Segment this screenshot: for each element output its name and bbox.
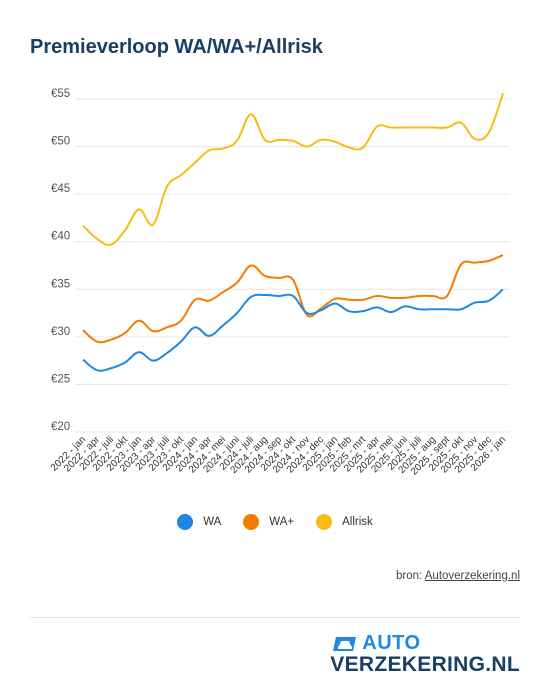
series-line-wa	[82, 288, 504, 372]
chart-legend: WA WA+ Allrisk	[0, 514, 550, 530]
legend-swatch	[177, 514, 194, 530]
logo-text-verzekering: VERZEKERING.NL	[330, 653, 520, 676]
series-line-allrisk	[82, 92, 504, 246]
logo-text-auto: AUTO	[362, 632, 421, 654]
y-tick-label: €25	[51, 373, 70, 385]
legend-label: WA	[203, 516, 222, 528]
y-tick-label: €40	[51, 231, 70, 243]
series-line-wa-plus	[82, 254, 504, 344]
y-tick-label: €45	[51, 183, 70, 195]
series-lines	[82, 92, 504, 372]
y-tick-label: €30	[51, 326, 70, 338]
source-note: bron: Autoverzekering.nl	[396, 570, 520, 582]
brand-logo[interactable]: AUTO VERZEKERING.NL	[330, 632, 520, 677]
source-prefix: bron:	[395, 570, 425, 582]
legend-item-allrisk[interactable]: Allrisk	[316, 514, 373, 530]
chart-title: Premieverloop WA/WA+/Allrisk	[30, 36, 323, 58]
legend-item-wa-plus[interactable]: WA+	[243, 514, 294, 530]
y-axis-ticks: €20 €25 €30 €35 €40 €45 €50 €55	[51, 88, 70, 433]
legend-swatch	[316, 514, 333, 530]
y-tick-label: €20	[51, 421, 70, 433]
legend-label: WA+	[269, 516, 295, 528]
y-tick-label: €50	[51, 136, 70, 148]
y-tick-label: €55	[51, 88, 70, 100]
line-chart: €20 €25 €30 €35 €40 €45 €50 €55 2022 - jan2022 …	[49, 88, 510, 478]
legend-swatch	[243, 514, 260, 530]
source-link[interactable]: Autoverzekering.nl	[424, 570, 520, 582]
legend-label: Allrisk	[342, 516, 373, 528]
gridlines	[75, 98, 510, 433]
car-shield-icon	[333, 636, 357, 651]
y-tick-label: €35	[51, 278, 70, 290]
legend-item-wa[interactable]: WA	[177, 514, 221, 530]
divider	[30, 617, 520, 618]
